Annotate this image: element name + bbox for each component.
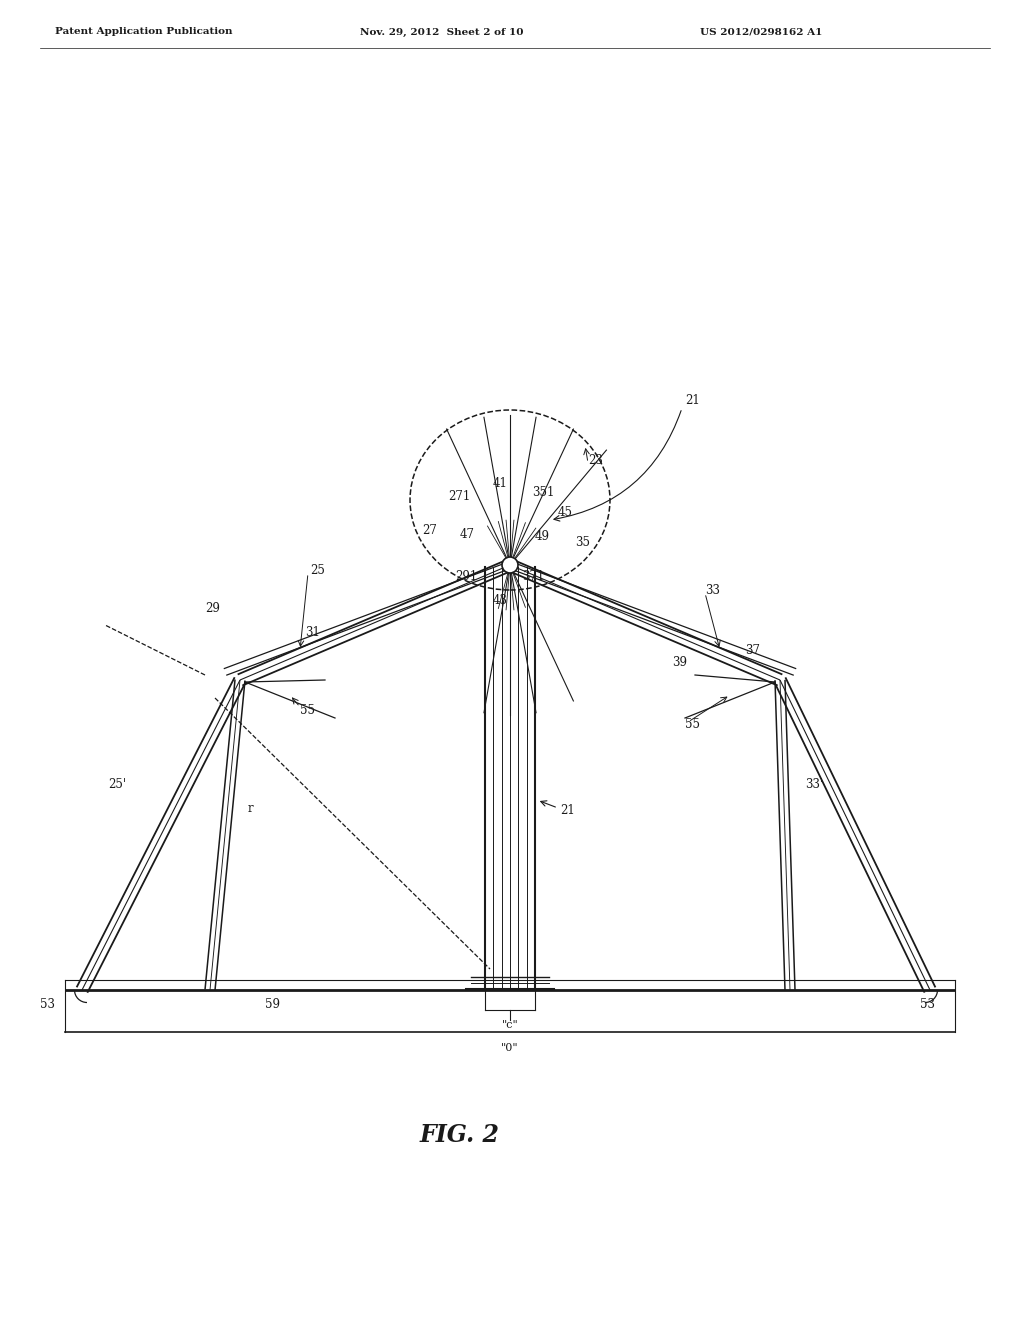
Text: 27: 27 [422,524,437,536]
Text: Patent Application Publication: Patent Application Publication [55,28,232,37]
Text: 271: 271 [447,491,470,503]
Text: 351: 351 [532,487,554,499]
Text: 25': 25' [108,779,126,792]
Text: 53: 53 [920,998,935,1011]
Text: "c": "c" [502,1020,518,1030]
Text: 291: 291 [455,570,477,583]
Text: 21: 21 [560,804,574,817]
Text: 53: 53 [40,998,55,1011]
Text: 23: 23 [588,454,603,466]
Text: 33': 33' [805,779,823,792]
Text: 25: 25 [310,564,325,577]
Text: US 2012/0298162 A1: US 2012/0298162 A1 [700,28,822,37]
Text: "0": "0" [501,1043,519,1053]
Text: FIG. 2: FIG. 2 [420,1123,500,1147]
Text: 41: 41 [493,477,508,490]
Text: 49: 49 [535,531,550,544]
Text: 45: 45 [558,507,573,520]
Text: 55: 55 [300,704,315,717]
Text: 47: 47 [460,528,475,541]
Text: 29: 29 [205,602,220,615]
Text: Nov. 29, 2012  Sheet 2 of 10: Nov. 29, 2012 Sheet 2 of 10 [360,28,523,37]
Text: 35: 35 [575,536,590,549]
Circle shape [502,557,518,573]
Text: 43: 43 [493,594,508,606]
Text: 371: 371 [522,570,545,583]
Text: 33: 33 [705,583,720,597]
Text: 31: 31 [305,626,319,639]
Text: 37: 37 [745,644,760,656]
Text: 59: 59 [265,998,280,1011]
Text: r: r [248,801,254,814]
Text: 39: 39 [672,656,687,668]
Text: 21: 21 [685,393,699,407]
Text: 55: 55 [685,718,700,731]
